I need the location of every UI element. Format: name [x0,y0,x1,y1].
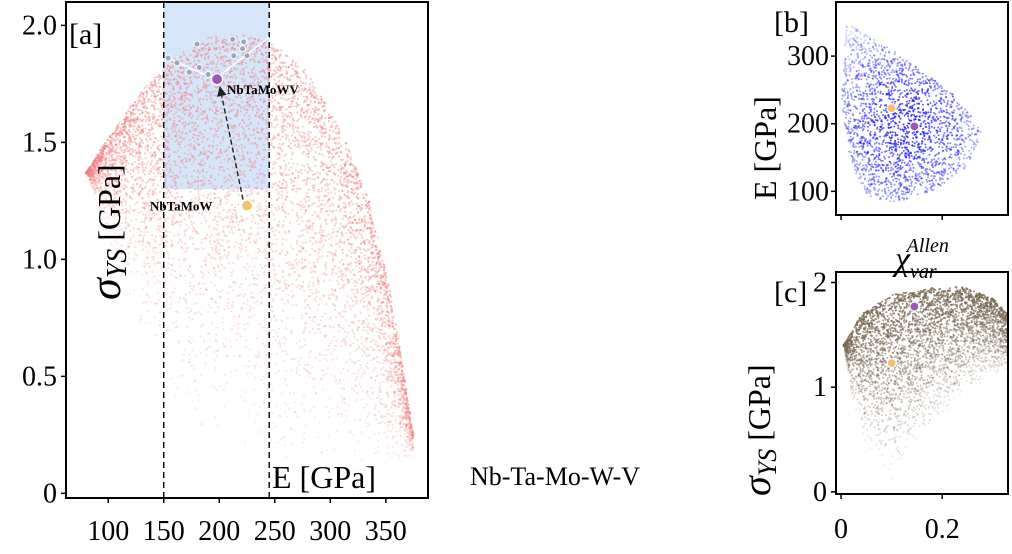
point-nbtamowv [210,73,224,86]
panel-tag-b: [b] [774,6,809,39]
transition-arrow-a [216,86,244,200]
transition-arrow-line-b [895,110,911,123]
system-label: Nb-Ta-Mo-W-V [470,462,640,491]
panel-b: 100 200 300 [b] E [GPa] χvarAllen [747,1,1009,283]
pareto-points [164,35,270,83]
x-ticks-b [840,215,943,220]
y-axis-unit-a: [GPa] [91,164,127,240]
scatter-cloud-c [842,285,1008,479]
pareto-point [243,52,251,60]
y-axis-unit-c: [GPa] [741,364,777,440]
pareto-point [240,38,248,46]
x-tick-label-c: 0 [834,514,848,545]
highlight-points-c [886,301,920,369]
target-region [163,2,270,190]
label-nbtamowv: NbTaMoWV [227,82,299,97]
pareto-point [230,52,238,60]
panel-tag-a: [a] [69,18,102,51]
y-axis-sub-a: YS [102,249,133,279]
x-ticks-c: 0 0.2 [834,494,960,545]
pareto-point [185,68,193,76]
y-tick-label-c: 0 [813,477,827,508]
x-tick-label-c: 0.2 [925,514,960,545]
y-ticks-b: 100 200 300 [787,41,836,207]
scatter-cloud-a [84,34,415,478]
x-tick-label-a: 350 [365,516,407,547]
panel-tag-c: [c] [774,276,807,309]
pareto-point [229,35,237,43]
panel-c: 0 0.2 012 [c] σYS[GPa] [734,267,1009,545]
axes-frame-c [835,271,1009,495]
y-tick-label-a: 1.5 [22,127,57,158]
pareto-point [164,54,172,62]
pareto-point [193,40,201,48]
pareto-point [204,71,212,79]
y-axis-symbol-c: σ [734,475,779,496]
y-ticks-a: 0 0.5 1.0 1.5 2.0 [22,10,66,509]
y-tick-label-b: 200 [787,109,829,140]
pareto-point [195,64,203,72]
y-tick-label-a: 0.5 [22,361,57,392]
x-axis-title-b: χvarAllen [892,235,949,283]
panel-a: NbTaMoWV NbTaMoW 100 150 200 250 300 350 0 0.5 1… [22,1,640,547]
point-nbtamowv-b [909,121,920,132]
y-tick-label-a: 2.0 [22,10,57,41]
transition-arrow-line-c [892,312,913,358]
y-tick-label-b: 100 [787,176,829,207]
pareto-point [239,45,247,53]
axes-frame-a [65,1,429,499]
point-nbtamow-c [886,358,897,369]
y-ticks-c: 0 1 2 [813,267,836,508]
axes-frame-b [835,1,1009,216]
x-tick-label-a: 150 [143,516,185,547]
x-tick-label-a: 300 [309,516,351,547]
y-tick-label-b: 300 [787,41,829,72]
y-tick-label-c: 2 [813,267,827,298]
y-axis-sub-c: YS [753,449,782,476]
transition-arrow-line-a [216,86,244,200]
x-tick-label-a: 100 [87,516,129,547]
y-tick-label-a: 0 [43,478,57,509]
x-tick-label-a: 250 [254,516,296,547]
highlight-points-a: NbTaMoWV NbTaMoW [150,73,299,214]
x-axis-sup-b: Allen [905,235,949,257]
y-tick-label-a: 1.0 [22,244,57,275]
x-tick-label-a: 200 [198,516,240,547]
y-axis-label-b: E [GPa] [747,96,783,200]
x-ticks-a: 100 150 200 250 300 350 [87,498,407,547]
target-vlines [163,2,270,498]
y-tick-label-c: 1 [813,372,827,403]
y-axis-symbol-a: σ [81,276,130,300]
point-nbtamow [240,199,254,212]
transition-arrow-b [895,110,911,123]
pareto-point [173,59,181,67]
label-nbtamow: NbTaMoW [150,199,212,214]
x-axis-symbol-b: χ [892,241,911,278]
point-nbtamow-b [886,103,897,114]
transition-arrow-c [892,312,913,358]
y-axis-title-c: σYS [GPa] [734,364,782,496]
target-region-rect [163,2,270,190]
scatter-cloud-b [841,24,982,203]
y-axis-title-b: E [GPa] [747,96,783,200]
highlight-points-b [886,103,920,132]
y-axis-title-a: σYS [GPa] [81,164,133,300]
point-nbtamowv-c [909,301,920,312]
x-axis-title-a: E [GPa] [272,459,376,495]
